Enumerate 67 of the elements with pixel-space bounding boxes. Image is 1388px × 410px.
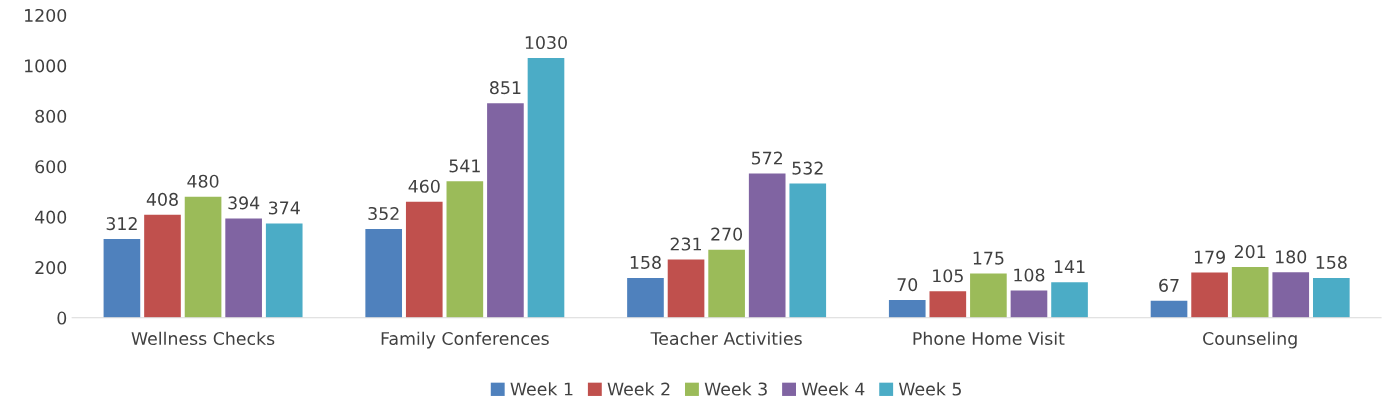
data-label: 70 bbox=[897, 278, 918, 292]
data-label: 105 bbox=[933, 269, 963, 283]
bar bbox=[748, 173, 786, 318]
bar bbox=[446, 181, 484, 318]
data-label: 179 bbox=[1194, 250, 1225, 264]
y-tick-label: 1000 bbox=[25, 59, 67, 73]
data-label: 374 bbox=[268, 201, 300, 215]
data-label: 312 bbox=[106, 217, 137, 231]
bar bbox=[365, 228, 403, 318]
data-label: 141 bbox=[1054, 260, 1085, 274]
x-tick-label: Phone Home Visit bbox=[913, 331, 1065, 346]
data-label: 108 bbox=[1014, 268, 1045, 282]
bar bbox=[1051, 282, 1088, 318]
y-tick-label: 1200 bbox=[25, 8, 67, 23]
bar bbox=[527, 58, 565, 318]
x-tick-label: Family Conferences bbox=[381, 331, 549, 349]
y-tick-label: 200 bbox=[35, 261, 67, 275]
data-label: 201 bbox=[1234, 245, 1266, 259]
bar bbox=[1191, 272, 1228, 318]
legend-label: Week 5 bbox=[898, 382, 961, 396]
data-label: 572 bbox=[751, 151, 783, 165]
data-label: 480 bbox=[187, 174, 219, 188]
legend-label: Week 2 bbox=[607, 382, 670, 396]
data-label: 408 bbox=[146, 192, 178, 206]
data-label: 460 bbox=[408, 179, 440, 193]
y-tick-label: 0 bbox=[57, 311, 67, 325]
y-tick-label: 800 bbox=[35, 109, 67, 123]
x-tick-label: Wellness Checks bbox=[131, 331, 275, 346]
bar bbox=[929, 291, 967, 318]
y-tick-label: 400 bbox=[35, 210, 67, 224]
bar bbox=[184, 196, 222, 318]
bar bbox=[789, 183, 827, 318]
legend-label: Week 1 bbox=[510, 382, 573, 396]
x-tick-label: Teacher Activities bbox=[650, 331, 802, 346]
bar bbox=[225, 218, 262, 318]
legend-label: Week 3 bbox=[704, 382, 767, 396]
bar bbox=[667, 259, 705, 318]
data-label: 180 bbox=[1276, 250, 1307, 264]
data-label: 394 bbox=[228, 196, 260, 210]
data-label: 532 bbox=[792, 161, 823, 175]
y-tick-label: 600 bbox=[35, 160, 67, 174]
bar bbox=[405, 201, 443, 318]
data-label: 67 bbox=[1159, 278, 1179, 292]
bar bbox=[1231, 267, 1269, 318]
bar bbox=[1150, 300, 1188, 318]
bar bbox=[487, 103, 524, 318]
x-tick-label: Counseling bbox=[1203, 331, 1297, 349]
data-label: 231 bbox=[670, 237, 702, 251]
bar bbox=[144, 214, 181, 318]
bar bbox=[1313, 277, 1350, 318]
data-label: 270 bbox=[711, 227, 743, 241]
data-label: 158 bbox=[630, 255, 661, 269]
data-label: 1030 bbox=[525, 35, 567, 50]
data-label: 175 bbox=[973, 251, 1004, 265]
legend-label: Week 4 bbox=[801, 382, 865, 396]
bar bbox=[708, 249, 745, 318]
bar bbox=[1010, 290, 1048, 318]
bar bbox=[103, 239, 141, 318]
data-label: 541 bbox=[449, 159, 480, 173]
bar bbox=[888, 300, 926, 318]
bar bbox=[627, 277, 664, 318]
bar bbox=[265, 223, 303, 318]
data-label: 851 bbox=[490, 81, 521, 95]
data-label: 352 bbox=[368, 206, 399, 221]
bar bbox=[1272, 272, 1310, 318]
data-label: 158 bbox=[1316, 255, 1347, 269]
bar bbox=[970, 273, 1007, 318]
